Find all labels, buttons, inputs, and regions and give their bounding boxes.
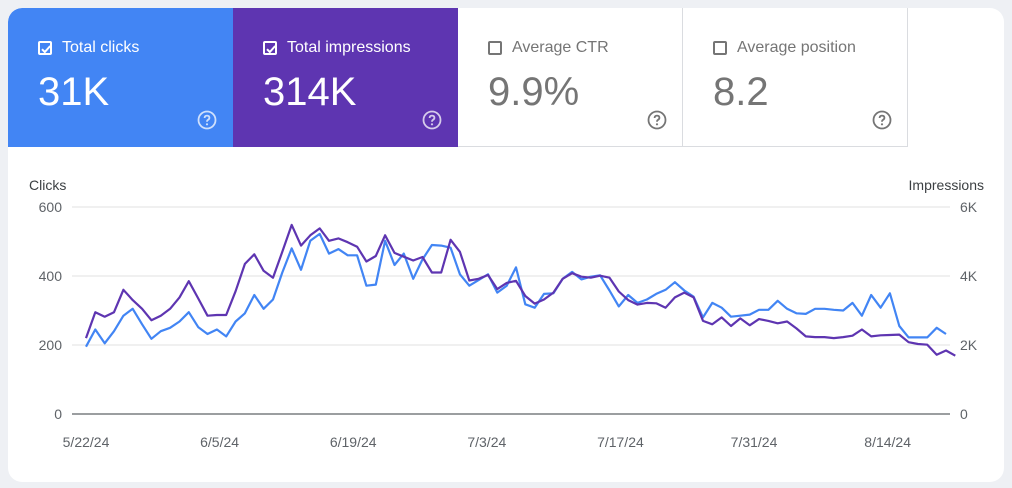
checkbox-unchecked-icon[interactable] (713, 41, 727, 55)
checkbox-checked-icon[interactable] (38, 41, 52, 55)
left-tick-label: 200 (39, 337, 63, 353)
metric-tiles: Total clicks 31K Total impressions 314K … (8, 8, 908, 147)
right-tick-label: 2K (960, 337, 978, 353)
x-tick-label: 6/5/24 (200, 434, 239, 450)
help-circle-icon[interactable] (647, 110, 667, 130)
right-axis-ticks: 0 2K 4K 6K (960, 199, 978, 422)
average-position-value: 8.2 (713, 70, 769, 114)
right-axis-title: Impressions (909, 177, 984, 193)
x-tick-label: 7/17/24 (597, 434, 644, 450)
x-tick-label: 7/31/24 (731, 434, 778, 450)
x-tick-label: 7/3/24 (467, 434, 506, 450)
total-clicks-tile[interactable]: Total clicks 31K (8, 8, 233, 147)
total-impressions-tile[interactable]: Total impressions 314K (233, 8, 458, 147)
performance-card: Total clicks 31K Total impressions 314K … (8, 8, 1004, 482)
average-position-tile[interactable]: Average position 8.2 (683, 8, 908, 147)
gridlines (72, 206, 950, 415)
x-tick-label: 8/14/24 (864, 434, 911, 450)
help-circle-icon[interactable] (197, 110, 217, 130)
average-position-label: Average position (737, 39, 856, 56)
total-clicks-value: 31K (38, 70, 110, 114)
x-tick-label: 5/22/24 (63, 434, 110, 450)
right-tick-label: 6K (960, 199, 978, 215)
clicks-series-line (85, 232, 947, 348)
total-impressions-label: Total impressions (287, 39, 411, 56)
right-tick-label: 0 (960, 406, 968, 422)
left-axis-title: Clicks (29, 177, 66, 193)
performance-chart: Clicks Impressions 0 200 400 600 0 2K 4K 6K 5/… (29, 177, 984, 450)
series-lines (84, 223, 956, 357)
left-axis-ticks: 0 200 400 600 (39, 199, 63, 422)
average-ctr-tile[interactable]: Average CTR 9.9% (458, 8, 683, 147)
checkbox-unchecked-icon[interactable] (488, 41, 502, 55)
total-clicks-label: Total clicks (62, 39, 140, 56)
help-circle-icon[interactable] (872, 110, 892, 130)
total-impressions-value: 314K (263, 70, 357, 114)
average-ctr-label: Average CTR (512, 39, 609, 56)
help-circle-icon[interactable] (422, 110, 442, 130)
right-tick-label: 4K (960, 268, 978, 284)
x-axis-ticks: 5/22/24 6/5/24 6/19/24 7/3/24 7/17/24 7/31/24… (63, 434, 912, 450)
average-ctr-value: 9.9% (488, 70, 580, 114)
left-tick-label: 400 (39, 268, 63, 284)
left-tick-label: 0 (54, 406, 62, 422)
checkbox-checked-icon[interactable] (263, 41, 277, 55)
x-tick-label: 6/19/24 (330, 434, 377, 450)
left-tick-label: 600 (39, 199, 63, 215)
impressions-series-line (84, 223, 956, 357)
